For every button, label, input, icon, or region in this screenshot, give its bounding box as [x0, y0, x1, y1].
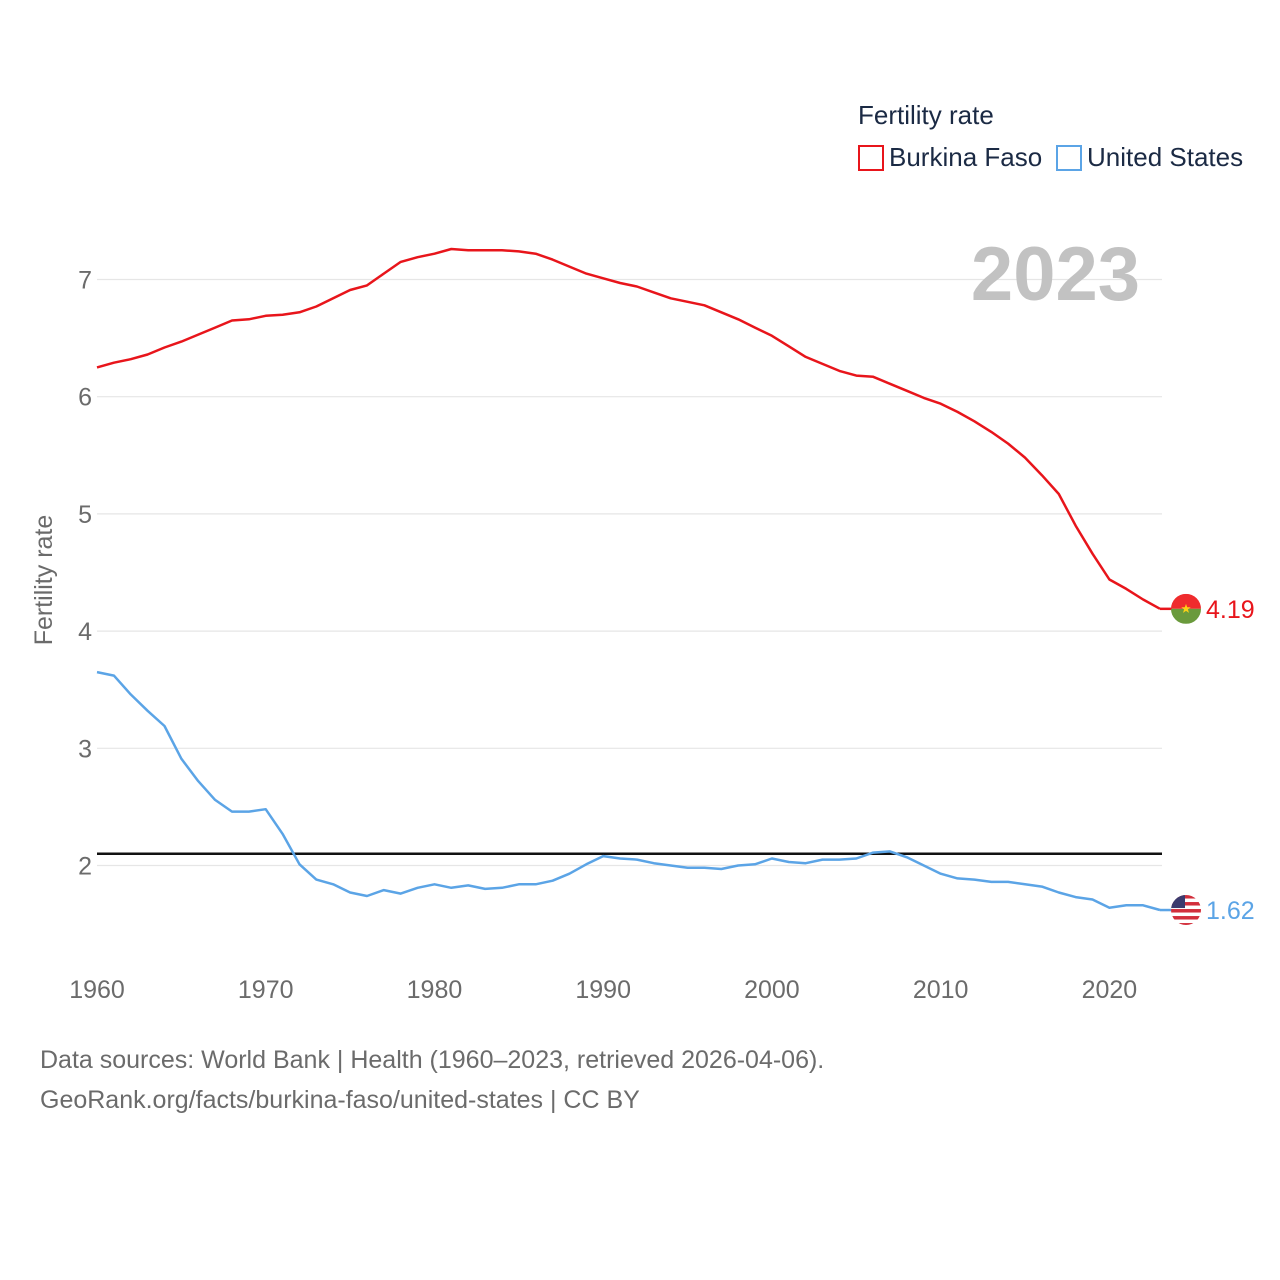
x-tick-label: 2000 [744, 976, 800, 1004]
end-marker-burkina-faso: 4.19 [1160, 593, 1255, 624]
y-tick-label: 2 [78, 853, 92, 881]
y-tick-label: 6 [78, 384, 92, 412]
data-sources-text: Data sources: World Bank | Health (1960–… [40, 1046, 825, 1074]
y-axis-label: Fertility rate [30, 515, 58, 646]
legend-label-burkina-faso[interactable]: Burkina Faso [889, 142, 1042, 172]
y-tick-label: 3 [78, 735, 92, 763]
x-tick-label: 1980 [407, 976, 463, 1004]
x-axis-ticks: 1960 1970 1980 1990 2000 2010 2020 [69, 976, 1137, 1004]
x-tick-label: 2020 [1082, 976, 1138, 1004]
y-tick-label: 4 [78, 618, 92, 646]
x-tick-label: 1970 [238, 976, 294, 1004]
legend-title: Fertility rate [858, 100, 994, 130]
y-tick-label: 5 [78, 501, 92, 529]
series-line-burkina-faso[interactable] [96, 247, 1161, 610]
source-url-text: GeoRank.org/facts/burkina-faso/united-st… [40, 1086, 640, 1114]
legend-label-united-states[interactable]: United States [1087, 142, 1243, 172]
x-tick-label: 1990 [575, 976, 631, 1004]
end-marker-united-states: 1.62 [1160, 895, 1255, 926]
year-label: 2023 [971, 232, 1140, 317]
end-value-burkina-faso: 4.19 [1206, 596, 1255, 624]
y-tick-label: 7 [78, 267, 92, 295]
x-tick-label: 2010 [913, 976, 969, 1004]
x-tick-label: 1960 [69, 976, 125, 1004]
grid-lines [97, 278, 1162, 867]
series-line-united-states[interactable] [96, 670, 1161, 912]
burkina-faso-flag-icon [1171, 593, 1201, 624]
united-states-flag-icon [1171, 895, 1201, 926]
end-value-united-states: 1.62 [1206, 897, 1255, 925]
legend-swatch-united-states[interactable] [1056, 145, 1082, 171]
fertility-rate-chart: 2 3 4 5 6 7 1960 1970 1980 1990 2000 2010 2020 Fert… [30, 100, 1255, 1004]
legend: Fertility rate Burkina Faso United State… [858, 100, 1243, 172]
footer: Data sources: World Bank | Health (1960–… [40, 1040, 824, 1120]
legend-swatch-burkina-faso[interactable] [858, 145, 884, 171]
y-axis-ticks: 2 3 4 5 6 7 [78, 267, 92, 881]
